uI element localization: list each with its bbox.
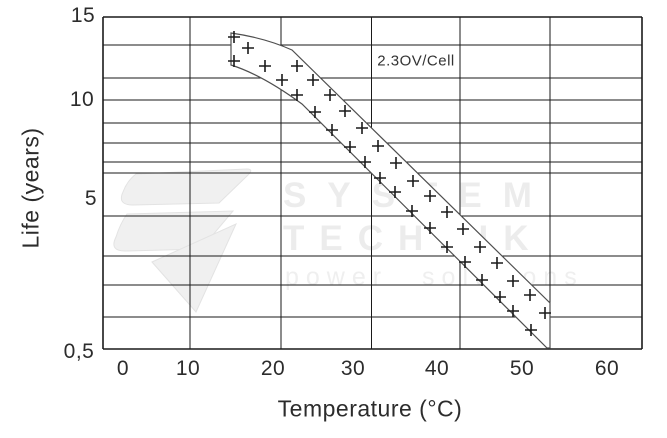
y-axis-title: Life (years) xyxy=(17,127,44,249)
watermark-flash-logo xyxy=(120,168,252,206)
watermark-flash-logo xyxy=(151,222,238,313)
x-axis-title: Temperature (°C) xyxy=(277,395,463,422)
data-point-markers xyxy=(228,31,551,336)
band-voltage-label: 2.3OV/Cell xyxy=(377,52,455,70)
